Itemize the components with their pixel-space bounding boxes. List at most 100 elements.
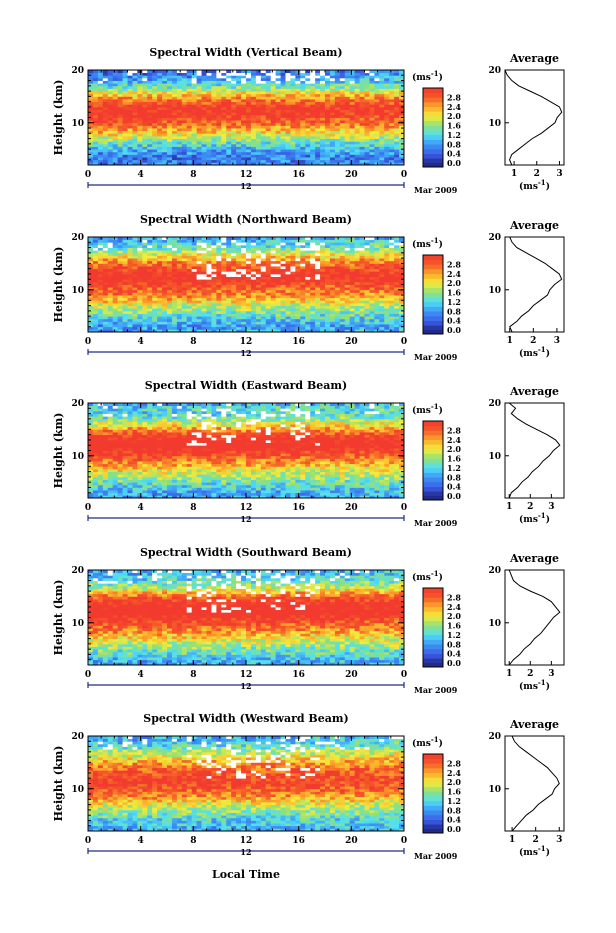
x-tick-label: 12 [240,670,253,680]
average-y-tick-label: 20 [488,233,501,243]
average-y-tick-label: 20 [488,732,501,742]
average-y-tick-label: 20 [488,66,501,76]
colorbar-unit: (ms-1) [412,402,443,416]
panel-title: Spectral Width (Westward Beam) [143,712,348,725]
x-tick-label: 0 [401,170,407,180]
colorbar-segment [423,297,443,302]
colorbar-segment [423,121,443,126]
colorbar-segment [423,463,443,468]
colorbar-segment [423,820,443,825]
y-tick-label: 20 [71,732,84,742]
colorbar-segment [423,88,443,93]
date-label: Mar 2009 [414,851,458,861]
average-x-tick-label: 1 [507,336,513,346]
average-y-tick-label: 10 [488,452,501,462]
heatmap-cells [88,570,404,665]
x-tick-label: 20 [345,503,358,513]
colorbar-segment [423,116,443,121]
average-x-tick-label: 3 [548,502,554,512]
colorbar-segment [423,288,443,293]
colorbar-tick-label: 0.0 [447,658,461,668]
colorbar-segment [423,602,443,607]
x-tick-label: 16 [292,503,305,513]
date-label: Mar 2009 [414,685,458,695]
date-marker: 12 [240,847,251,857]
average-y-tick-label: 10 [488,286,501,296]
colorbar-segment [423,491,443,496]
x-tick-label: 12 [240,503,253,513]
colorbar-segment [423,325,443,330]
x-tick-label: 8 [190,337,196,347]
colorbar-segment [423,454,443,459]
date-marker: 12 [240,348,251,358]
colorbar-segment [423,630,443,635]
y-tick-label: 20 [71,566,84,576]
y-tick-label: 10 [71,785,84,795]
colorbar-unit: (ms-1) [412,569,443,583]
x-tick-label: 12 [240,836,253,846]
x-tick-label: 20 [345,337,358,347]
colorbar-segment [423,130,443,135]
average-unit: (ms-1) [519,511,550,525]
colorbar-segment [423,158,443,163]
colorbar-segment [423,640,443,645]
colorbar-unit: (ms-1) [412,735,443,749]
colorbar-segment [423,102,443,107]
average-unit: (ms-1) [519,844,550,858]
colorbar-segment [423,140,443,145]
average-unit: (ms-1) [519,678,550,692]
y-tick-label: 20 [71,399,84,409]
average-x-tick-label: 3 [548,669,554,679]
colorbar-floor [423,330,443,334]
x-tick-label: 12 [240,170,253,180]
colorbar-segment [423,588,443,593]
colorbar-segment [423,144,443,149]
colorbar-segment [423,444,443,449]
x-tick-label: 0 [401,503,407,513]
heatmap-cells [88,403,404,498]
colorbar-segment [423,135,443,140]
colorbar-segment [423,611,443,616]
colorbar-floor [423,163,443,167]
colorbar-segment [423,773,443,778]
colorbar-segment [423,468,443,473]
average-y-tick-label: 10 [488,785,501,795]
x-tick-label: 4 [138,836,144,846]
colorbar-segment [423,435,443,440]
colorbar-floor [423,663,443,667]
colorbar-segment [423,806,443,811]
x-tick-label: 20 [345,670,358,680]
colorbar-segment [423,269,443,274]
x-tick-label: 4 [138,337,144,347]
colorbar-segment [423,787,443,792]
average-x-tick-label: 3 [554,336,560,346]
x-tick-label: 8 [190,836,196,846]
colorbar-segment [423,768,443,773]
heatmap-cells [88,70,404,165]
x-tick-label: 8 [190,170,196,180]
colorbar-floor [423,829,443,833]
colorbar-segment [423,754,443,759]
date-marker: 12 [240,681,251,691]
colorbar-segment [423,626,443,631]
colorbar-segment [423,260,443,265]
date-marker: 12 [240,514,251,524]
colorbar: 2.82.42.01.61.20.80.40.0(ms-1) [412,569,461,668]
x-tick-label: 0 [85,337,91,347]
colorbar-segment [423,107,443,112]
colorbar-segment [423,635,443,640]
date-marker: 12 [240,181,251,191]
colorbar-segment [423,477,443,482]
colorbar-segment [423,759,443,764]
colorbar-tick-label: 0.0 [447,491,461,501]
colorbar-segment [423,430,443,435]
x-tick-label: 0 [85,503,91,513]
x-tick-label: 0 [85,170,91,180]
